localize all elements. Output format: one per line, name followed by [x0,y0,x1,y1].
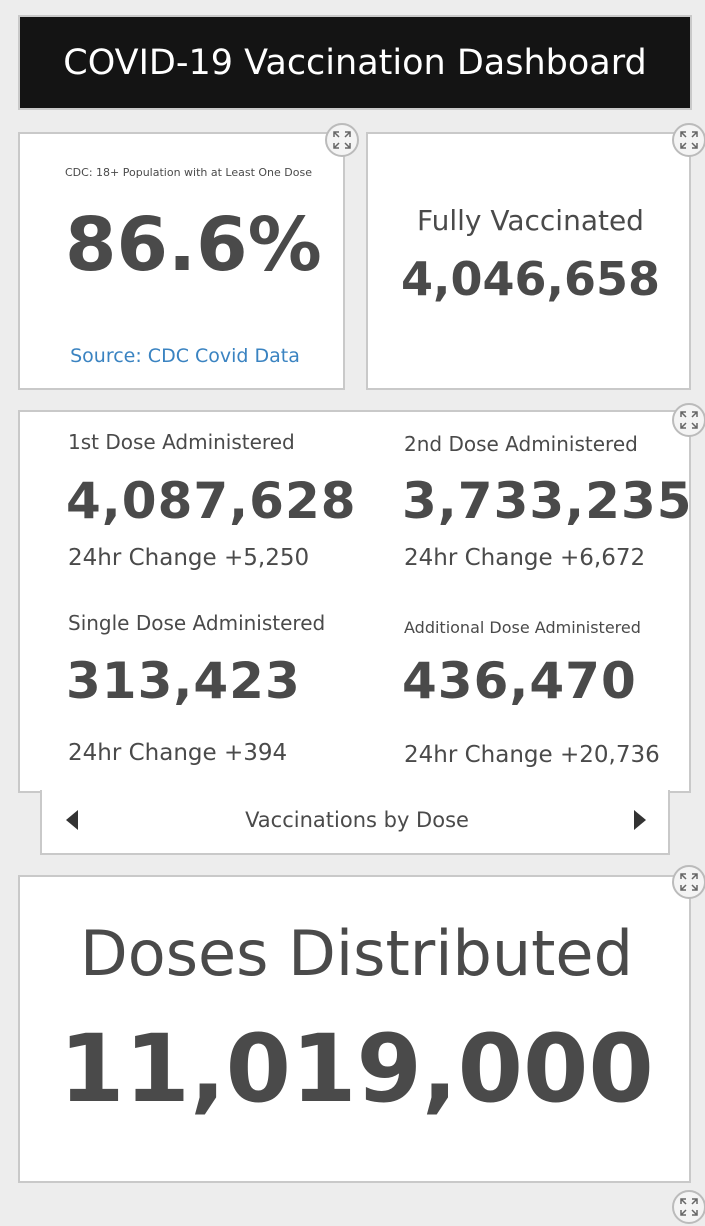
dose-value: 4,087,628 [66,472,357,530]
expand-button[interactable] [672,123,705,157]
next-arrow[interactable] [632,810,646,830]
expand-button[interactable] [672,1190,705,1224]
expand-button[interactable] [672,403,705,437]
dose-change: 24hr Change +5,250 [68,545,310,571]
expand-button[interactable] [325,123,359,157]
expand-icon [680,873,698,891]
dose-label: Additional Dose Administered [404,618,641,637]
prev-arrow[interactable] [66,810,80,830]
header: COVID-19 Vaccination Dashboard [18,15,692,110]
card-value: 4,046,658 [401,252,660,306]
nav-label: Vaccinations by Dose [245,808,469,832]
dose-label: 2nd Dose Administered [404,432,638,456]
expand-icon [680,1198,698,1216]
dose-change: 24hr Change +20,736 [404,742,660,768]
card-value: 11,019,000 [59,1015,654,1124]
one-dose-card: CDC: 18+ Population with at Least One Do… [18,132,345,390]
distributed-card: Doses Distributed 11,019,000 [18,875,691,1183]
expand-icon [333,131,351,149]
dose-label: Single Dose Administered [68,611,326,635]
expand-icon [680,411,698,429]
dose-label: 1st Dose Administered [68,430,295,454]
dose-value: 3,733,235 [402,472,691,530]
card-label: Doses Distributed [80,917,633,990]
dose-panel: 1st Dose Administered 4,087,628 24hr Cha… [18,410,691,793]
card-label: CDC: 18+ Population with at Least One Do… [65,166,312,179]
expand-button[interactable] [672,865,705,899]
fully-vaccinated-card: Fully Vaccinated 4,046,658 [366,132,691,390]
card-label: Fully Vaccinated [417,204,644,237]
dose-change: 24hr Change +394 [68,740,288,766]
dose-nav: Vaccinations by Dose [40,790,670,855]
header-title: COVID-19 Vaccination Dashboard [63,42,647,83]
expand-icon [680,131,698,149]
dose-change: 24hr Change +6,672 [404,545,646,571]
dose-value: 436,470 [402,652,637,710]
dose-value: 313,423 [66,652,301,710]
source-link[interactable]: Source: CDC Covid Data Tracker [70,345,300,388]
page: {"header": {"title": "COVID-19 Vaccinati… [18,15,705,1224]
card-value: 86.6% [65,202,322,288]
